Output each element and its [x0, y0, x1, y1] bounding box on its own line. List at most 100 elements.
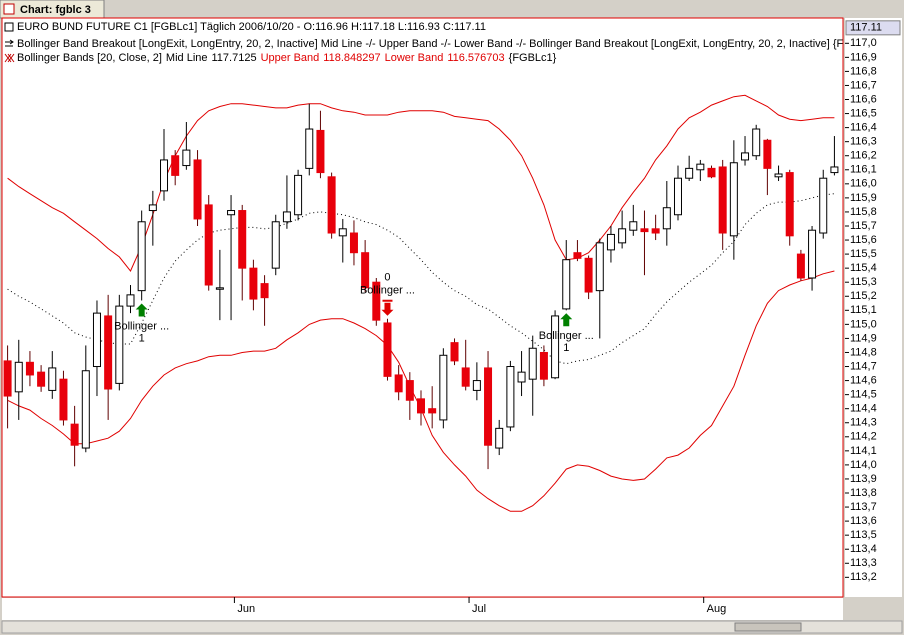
candle-body	[796, 253, 805, 279]
y-tick-label: 115,7	[850, 220, 877, 232]
signal-arrow	[560, 313, 573, 327]
y-tick-label: 115,2	[850, 290, 877, 302]
x-tick-label: Jun	[237, 603, 255, 615]
legend-value: 116.576703	[447, 52, 504, 64]
candle-body	[81, 370, 90, 449]
signal-label: Bollinger ...	[114, 320, 169, 332]
candle-body	[629, 221, 638, 231]
candle-body	[651, 228, 660, 234]
y-tick-label: 113,4	[850, 543, 877, 555]
candle-body	[227, 210, 236, 216]
x-axis-area	[2, 598, 843, 620]
candle-body	[204, 204, 213, 286]
y-tick-label: 113,3	[850, 557, 877, 569]
bands-legend: Bollinger Bands [20, Close, 2] Mid Line 11…	[17, 52, 557, 64]
candle-body	[92, 312, 101, 368]
candle-body	[70, 423, 79, 446]
candle-body	[37, 371, 46, 387]
candle-body	[808, 229, 817, 279]
candle-body	[126, 294, 135, 307]
y-tick-label: 115,0	[850, 318, 877, 330]
candle-body	[137, 221, 146, 292]
signal-arrow	[135, 303, 148, 317]
y-tick-label: 114,4	[850, 403, 877, 415]
header-icon	[5, 39, 14, 47]
candle-body	[439, 354, 448, 421]
candle-body	[417, 398, 425, 414]
y-tick-label: 116,3	[850, 136, 877, 148]
legend-symbol: {FGBLc1}	[509, 52, 557, 64]
y-tick-label: 114,1	[850, 445, 877, 457]
y-tick-label: 117,0	[850, 37, 877, 49]
legend-name: Lower Band	[385, 52, 444, 64]
candle-body	[584, 257, 593, 293]
candle-body	[394, 374, 403, 393]
y-tick-label: 116,5	[850, 107, 877, 119]
scrollbar[interactable]	[1, 620, 903, 634]
y-tick-label: 113,2	[850, 571, 877, 583]
y-tick-label: 113,8	[850, 487, 877, 499]
header-icon	[4, 53, 15, 63]
tab-title[interactable]: Chart: fgblc 3	[20, 4, 91, 16]
y-tick-label: 116,6	[850, 93, 877, 105]
candle-body	[461, 367, 470, 387]
y-tick-label: 114,6	[850, 374, 877, 386]
candle-body	[25, 361, 34, 376]
candle-body	[606, 233, 615, 251]
y-tick-label: 113,6	[850, 515, 877, 527]
legend-title: Bollinger Bands [20, Close, 2]	[17, 52, 162, 64]
candle-body	[450, 342, 459, 362]
header-line: Bollinger Band Breakout [LongExit, LongE…	[17, 38, 859, 50]
candle-body	[618, 228, 627, 244]
scroll-thumb[interactable]	[734, 622, 802, 632]
candle-body	[327, 176, 336, 234]
y-tick-label: 115,5	[850, 248, 877, 260]
candle-body	[729, 162, 738, 237]
y-tick-label: 114,5	[850, 389, 877, 401]
candle-body	[104, 315, 113, 390]
candle-body	[673, 177, 682, 216]
y-tick-label: 116,9	[850, 51, 877, 63]
y-tick-label: 116,2	[850, 150, 877, 162]
candle-body	[484, 367, 493, 446]
y-axis-area	[845, 18, 902, 597]
signal-label: Bollinger ...	[539, 330, 594, 342]
legend-name: Mid Line	[166, 52, 208, 64]
y-tick-label: 113,7	[850, 501, 877, 513]
candle-body	[752, 128, 761, 157]
header-icon	[4, 22, 14, 32]
y-tick-label: 115,6	[850, 234, 877, 246]
candle-body	[260, 283, 269, 299]
candle-body	[662, 207, 671, 230]
y-tick-label: 114,9	[850, 332, 877, 344]
candle-body	[338, 228, 347, 237]
y-tick-label: 116,8	[850, 65, 877, 77]
tab-icon	[3, 3, 15, 15]
candle-body	[238, 210, 247, 269]
candle-body	[3, 360, 12, 397]
candle-body	[48, 367, 57, 391]
candle-body	[148, 204, 157, 212]
candle-body	[528, 347, 537, 380]
candle-body	[718, 166, 727, 234]
signal-arrow	[381, 302, 394, 316]
candle-body	[741, 152, 750, 161]
candle-body	[472, 380, 481, 391]
candle-body	[193, 159, 202, 220]
x-tick-label: Aug	[707, 603, 727, 615]
candle-body	[774, 173, 783, 178]
candle-body	[249, 267, 258, 300]
candle-body	[428, 408, 437, 414]
candle-body	[305, 128, 314, 169]
candle-body	[59, 378, 68, 421]
candle-body	[271, 221, 280, 269]
signal-count: 1	[139, 332, 145, 344]
candle-body	[14, 361, 23, 393]
y-tick-label: 115,9	[850, 192, 877, 204]
candle-body	[539, 351, 548, 380]
y-tick-label: 114,2	[850, 431, 877, 443]
candle-body	[506, 366, 515, 428]
legend-value: 118.848297	[323, 52, 380, 64]
y-tick-label: 116,0	[850, 178, 877, 190]
y-tick-label: 116,4	[850, 122, 877, 134]
